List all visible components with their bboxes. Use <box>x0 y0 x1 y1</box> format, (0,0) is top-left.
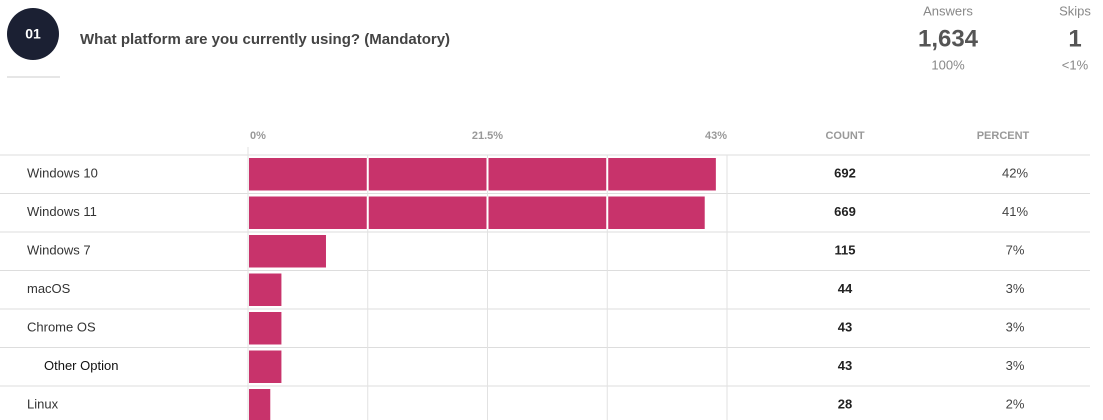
row-label: Windows 10 <box>27 166 98 181</box>
x-tick-label: 21.5% <box>472 130 503 142</box>
bar <box>249 389 271 420</box>
bar <box>249 350 282 383</box>
question-badge <box>7 8 59 60</box>
row-label: Windows 11 <box>27 204 97 219</box>
percent-header: PERCENT <box>977 130 1030 142</box>
skips-label: Skips <box>1059 3 1091 18</box>
percent: 7% <box>1006 243 1025 258</box>
question-text: What platform are you currently using? (… <box>80 31 450 48</box>
bar <box>249 235 326 268</box>
bar <box>249 158 716 191</box>
answers-value: 1,634 <box>918 25 979 52</box>
row-label: Windows 7 <box>27 243 91 258</box>
count: 43 <box>838 358 852 373</box>
row-label: macOS <box>27 281 71 296</box>
count: 692 <box>834 166 856 181</box>
percent: 41% <box>1002 204 1028 219</box>
count: 43 <box>838 320 852 335</box>
count: 44 <box>838 281 853 296</box>
skips-value: 1 <box>1068 25 1081 52</box>
answers-percent: 100% <box>931 57 965 72</box>
percent: 3% <box>1006 320 1025 335</box>
bar <box>249 312 282 345</box>
count-header: COUNT <box>825 130 864 142</box>
count: 115 <box>835 243 856 258</box>
percent: 3% <box>1006 281 1025 296</box>
row-label: Chrome OS <box>27 320 96 335</box>
x-tick-label: 0% <box>250 130 266 142</box>
x-tick-label: 43% <box>705 130 727 142</box>
skips-percent: <1% <box>1062 57 1089 72</box>
count: 28 <box>838 397 852 412</box>
percent: 3% <box>1006 358 1025 373</box>
count: 669 <box>834 204 856 219</box>
question-number: 01 <box>25 26 41 42</box>
bar <box>249 273 282 306</box>
row-label: Other Option <box>44 358 118 373</box>
percent: 42% <box>1002 166 1028 181</box>
row-label: Linux <box>27 397 59 412</box>
answers-label: Answers <box>923 3 973 18</box>
percent: 2% <box>1006 397 1025 412</box>
bar <box>249 196 705 229</box>
